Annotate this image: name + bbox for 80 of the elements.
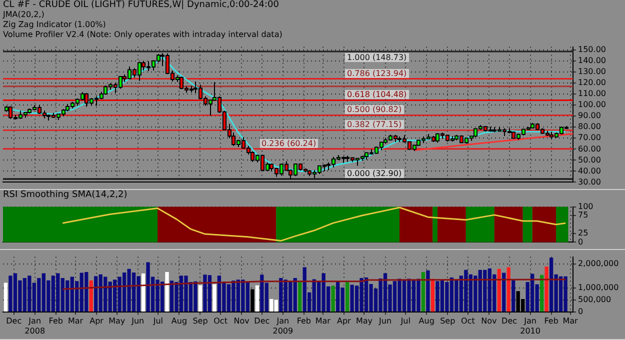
x-tick-label: Apr	[336, 316, 352, 326]
y-tick-label: 150.00	[578, 45, 606, 54]
x-tick-label: Jun	[378, 316, 392, 326]
chart-title: RSI Smoothing SMA(14,2,2)	[2, 190, 128, 200]
ref-line-label: 0.618 (104.48)	[345, 90, 409, 100]
ref-line-label: 0.236 (60.24)	[260, 138, 318, 148]
x-tick-label: Nov	[481, 316, 498, 326]
x-tick-label: Jan 2008	[24, 316, 46, 336]
y-tick-label: 70.00	[578, 133, 601, 142]
y-tick-label: 500,000	[578, 294, 612, 304]
x-tick-label: Jun	[130, 316, 144, 326]
ref-line-label: 0.382 (77.15)	[345, 120, 404, 130]
bar	[255, 285, 259, 312]
y-tick-label: 30.00	[578, 177, 601, 186]
y-tick-label: 25	[578, 228, 588, 238]
ref-line-label: 0.786 (123.94)	[345, 68, 409, 78]
x-tick-label: Jan 2009	[272, 316, 294, 336]
ref-line-label: 0.500 (90.82)	[345, 105, 404, 114]
ref-line-label: 0.000 (32.90)	[345, 169, 404, 178]
y-tick-label: 2,000,000	[578, 259, 619, 268]
x-tick-label: Sep	[192, 316, 208, 326]
bar	[512, 280, 516, 312]
x-tick-label: Dec	[6, 316, 22, 326]
y-tick-label: 100	[578, 202, 594, 211]
bar	[345, 282, 350, 312]
text: Volume Profiler V2.4 (Note: Only operates with intraday interval data)	[2, 30, 284, 40]
bar	[502, 272, 506, 312]
bar	[430, 278, 435, 312]
x-tick-label: May	[356, 316, 373, 326]
bar	[165, 272, 169, 312]
y-tick-label: 60.00	[578, 144, 601, 154]
y-tick-label: 0	[578, 237, 584, 246]
bar	[141, 273, 146, 312]
y-tick-label: 130.00	[578, 67, 606, 76]
x-tick-label: Oct	[214, 316, 228, 326]
x-tick-label: Dec	[254, 316, 270, 326]
x-tick-label: Apr	[90, 316, 104, 326]
bar	[198, 285, 202, 312]
bar	[540, 274, 544, 312]
y-tick-label: 75	[578, 210, 588, 220]
bar	[212, 284, 216, 312]
x-tick-label: Oct	[461, 316, 475, 326]
bar	[544, 266, 548, 312]
x-tick-label: Mar	[68, 316, 84, 326]
x-tick-label: Mar	[315, 316, 332, 326]
x-tick-label: Jan 2010	[520, 316, 540, 336]
x-tick-label: Mar	[562, 316, 579, 326]
y-tick-label: 80.00	[578, 122, 601, 132]
y-tick-label: 120.00	[578, 78, 606, 88]
bar	[331, 286, 335, 312]
x-tick-label: Feb	[296, 316, 312, 326]
y-tick-label: 0	[578, 306, 584, 316]
y-tick-label: 50.00	[578, 155, 601, 164]
bar	[4, 282, 8, 312]
bar	[497, 268, 501, 312]
x-tick-label: Nov	[234, 316, 250, 326]
x-tick-label: Dec	[502, 316, 518, 326]
x-tick-label: Aug	[418, 316, 434, 326]
text: JMA(20,2,)	[2, 10, 46, 20]
x-tick-label: Feb	[48, 316, 63, 326]
x-tick-label: Aug	[171, 316, 188, 326]
x-tick-label: Jul	[400, 316, 410, 326]
x-tick-label: Sep	[440, 316, 456, 326]
bar	[89, 280, 93, 312]
y-tick-label: 90.00	[578, 111, 601, 120]
text: Zig Zag Indicator (1.00%)	[2, 20, 107, 30]
chart-title: CL #F - CRUDE OIL (LIGHT) FUTURES,W| Dynamic,0:00-24:00	[2, 0, 280, 10]
x-tick-label: Jul	[152, 316, 164, 326]
y-tick-label: 40.00	[578, 166, 601, 176]
y-tick-label: 140.00	[578, 56, 606, 66]
y-tick-label: 1,000,000	[578, 282, 619, 292]
ref-line-label: 1.000 (148.73)	[345, 52, 409, 62]
bar	[298, 282, 302, 312]
x-tick-label: Feb	[544, 316, 558, 326]
bar	[426, 270, 430, 312]
x-tick-label: May	[108, 316, 126, 326]
bar	[421, 272, 426, 312]
y-tick-label: 110.00	[578, 89, 606, 98]
y-tick-label: 100.00	[578, 100, 606, 110]
bar	[506, 267, 510, 312]
